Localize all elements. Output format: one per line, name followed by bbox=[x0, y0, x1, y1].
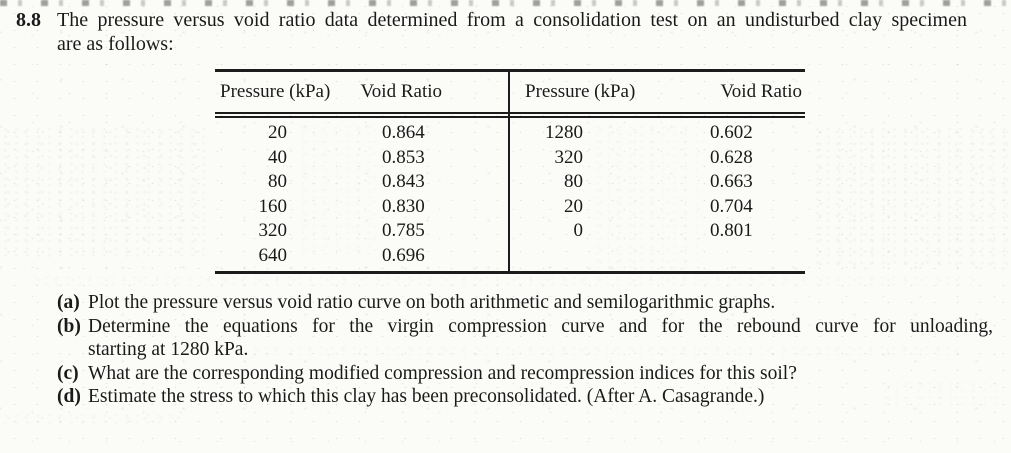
table-row: 80 0.663 bbox=[510, 170, 805, 195]
table-row-empty bbox=[510, 244, 805, 269]
table-header-row: Pressure (kPa) Void Ratio bbox=[215, 72, 508, 118]
question-label-b: (b) bbox=[57, 315, 81, 337]
void-ratio-value: 0.830 bbox=[382, 195, 425, 217]
question-item-a: (a) Plot the pressure versus void ratio … bbox=[57, 291, 993, 315]
void-ratio-value: 0.864 bbox=[382, 122, 425, 143]
pressure-value: 160 bbox=[258, 195, 288, 217]
problem-statement: The pressure versus void ratio data dete… bbox=[57, 9, 967, 56]
question-label-c: (c) bbox=[57, 362, 79, 384]
pressure-value: 20 bbox=[564, 195, 583, 217]
pressure-value: 40 bbox=[268, 146, 287, 168]
table-row: 40 0.853 bbox=[215, 146, 508, 171]
scan-noise bbox=[812, 126, 1008, 266]
void-ratio-value: 0.704 bbox=[710, 195, 753, 217]
void-ratio-value: 0.696 bbox=[382, 244, 425, 266]
void-ratio-value: 0.843 bbox=[382, 171, 425, 192]
void-ratio-value: 0.785 bbox=[382, 220, 425, 241]
table-right-body: 1280 0.602 320 0.628 80 0.663 20 0.704 0… bbox=[510, 118, 805, 271]
table-row: 0 0.801 bbox=[510, 219, 805, 244]
question-text-b-line1: Determine the equations for the virgin c… bbox=[88, 315, 993, 337]
scan-noise bbox=[592, 124, 702, 274]
problem-statement-line1: The pressure versus void ratio data dete… bbox=[57, 9, 967, 31]
pressure-value: 80 bbox=[268, 171, 287, 192]
table-row: 640 0.696 bbox=[215, 244, 508, 269]
pressure-value: 0 bbox=[573, 220, 584, 241]
question-text-d: Estimate the stress to which this clay h… bbox=[88, 386, 765, 407]
question-item-c: (c) What are the corresponding modified … bbox=[57, 362, 993, 386]
void-ratio-column-header: Void Ratio bbox=[360, 81, 442, 102]
pressure-value: 320 bbox=[258, 220, 288, 241]
pressure-column-header: Pressure (kPa) bbox=[525, 81, 636, 102]
pressure-value: 1280 bbox=[545, 122, 583, 143]
pressure-column-header: Pressure (kPa) bbox=[220, 81, 331, 102]
pressure-value: 320 bbox=[554, 146, 584, 168]
scan-noise bbox=[30, 274, 980, 286]
table-row: 80 0.843 bbox=[215, 170, 508, 195]
scan-noise bbox=[0, 412, 180, 424]
question-text-c: What are the corresponding modified comp… bbox=[88, 362, 797, 384]
scan-noise bbox=[298, 124, 376, 256]
question-text-a: Plot the pressure versus void ratio curv… bbox=[88, 292, 776, 313]
question-label-a: (a) bbox=[57, 292, 80, 313]
void-ratio-value: 0.602 bbox=[710, 122, 753, 143]
question-list: (a) Plot the pressure versus void ratio … bbox=[57, 291, 993, 409]
pressure-value: 640 bbox=[258, 244, 288, 266]
void-ratio-value: 0.853 bbox=[382, 146, 425, 168]
table-left-half: Pressure (kPa) Void Ratio 20 0.864 40 0.… bbox=[215, 72, 510, 271]
scan-edge-noise bbox=[0, 0, 1011, 6]
pressure-value: 80 bbox=[564, 171, 583, 192]
scan-noise bbox=[250, 344, 970, 356]
scan-noise bbox=[880, 380, 1000, 406]
question-item-b: (b) Determine the equations for the virg… bbox=[57, 315, 993, 362]
void-ratio-value: 0.628 bbox=[710, 146, 753, 168]
pressure-value: 20 bbox=[268, 122, 287, 143]
void-ratio-column-header: Void Ratio bbox=[720, 81, 802, 102]
table-row: 320 0.628 bbox=[510, 146, 805, 171]
table-row: 160 0.830 bbox=[215, 195, 508, 220]
table-left-body: 20 0.864 40 0.853 80 0.843 160 0.830 320… bbox=[215, 118, 508, 271]
scan-noise bbox=[0, 126, 208, 262]
void-ratio-value: 0.801 bbox=[710, 220, 753, 241]
problem-statement-line2: are as follows: bbox=[57, 32, 174, 55]
question-text-b-line2: starting at 1280 kPa. bbox=[88, 339, 249, 360]
question-label-d: (d) bbox=[57, 386, 81, 407]
table-row: 320 0.785 bbox=[215, 219, 508, 244]
table-row: 20 0.864 bbox=[215, 121, 508, 146]
question-item-d: (d) Estimate the stress to which this cl… bbox=[57, 385, 993, 409]
table-right-half: Pressure (kPa) Void Ratio 1280 0.602 320… bbox=[510, 72, 805, 271]
problem-number: 8.8 bbox=[16, 9, 41, 31]
table-row: 1280 0.602 bbox=[510, 121, 805, 146]
pressure-void-ratio-table: Pressure (kPa) Void Ratio 20 0.864 40 0.… bbox=[215, 69, 805, 274]
table-header-row: Pressure (kPa) Void Ratio bbox=[510, 72, 805, 118]
void-ratio-value: 0.663 bbox=[710, 171, 753, 192]
table-row: 20 0.704 bbox=[510, 195, 805, 220]
